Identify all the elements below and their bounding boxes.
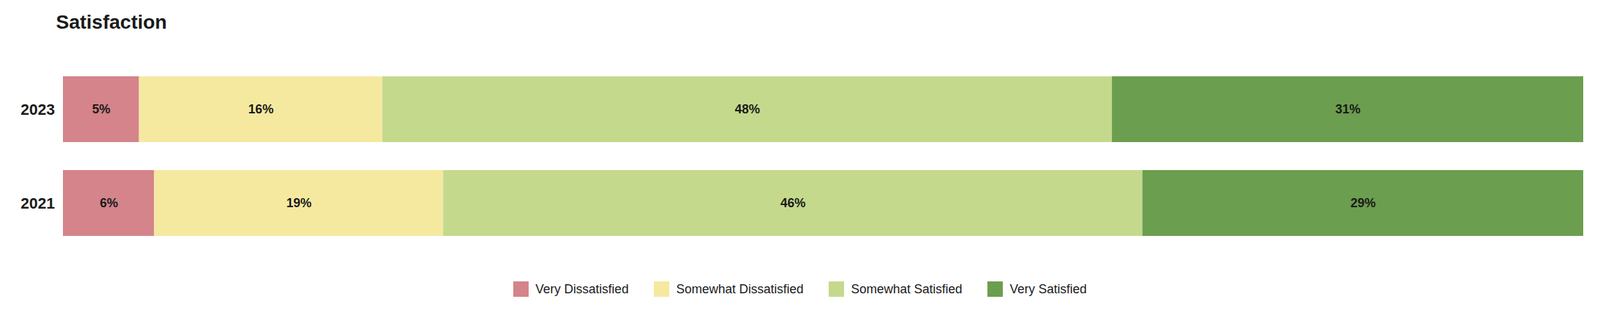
svg-text:29%: 29% xyxy=(1350,195,1376,210)
html-text:Somewhat Dissatisfied: Somewhat Dissatisfied xyxy=(676,281,804,296)
svg-text:48%: 48% xyxy=(734,102,761,117)
svg-text:16%: 16% xyxy=(248,102,274,117)
svg-text:2021: 2021 xyxy=(20,194,56,212)
svg-text:31%: 31% xyxy=(1335,102,1361,117)
svg-text:46%: 46% xyxy=(780,195,806,210)
svg-text:5%: 5% xyxy=(92,102,111,117)
html-text:Somewhat Satisfied: Somewhat Satisfied xyxy=(851,281,963,296)
html-text:Satisfaction: Satisfaction xyxy=(55,11,167,33)
svg-text:19%: 19% xyxy=(286,195,312,210)
svg-text:6%: 6% xyxy=(100,195,119,210)
html-text:Very Dissatisfied: Very Dissatisfied xyxy=(535,281,629,296)
svg-text:2023: 2023 xyxy=(20,100,56,119)
html-text:Very Satisfied: Very Satisfied xyxy=(1009,281,1087,296)
